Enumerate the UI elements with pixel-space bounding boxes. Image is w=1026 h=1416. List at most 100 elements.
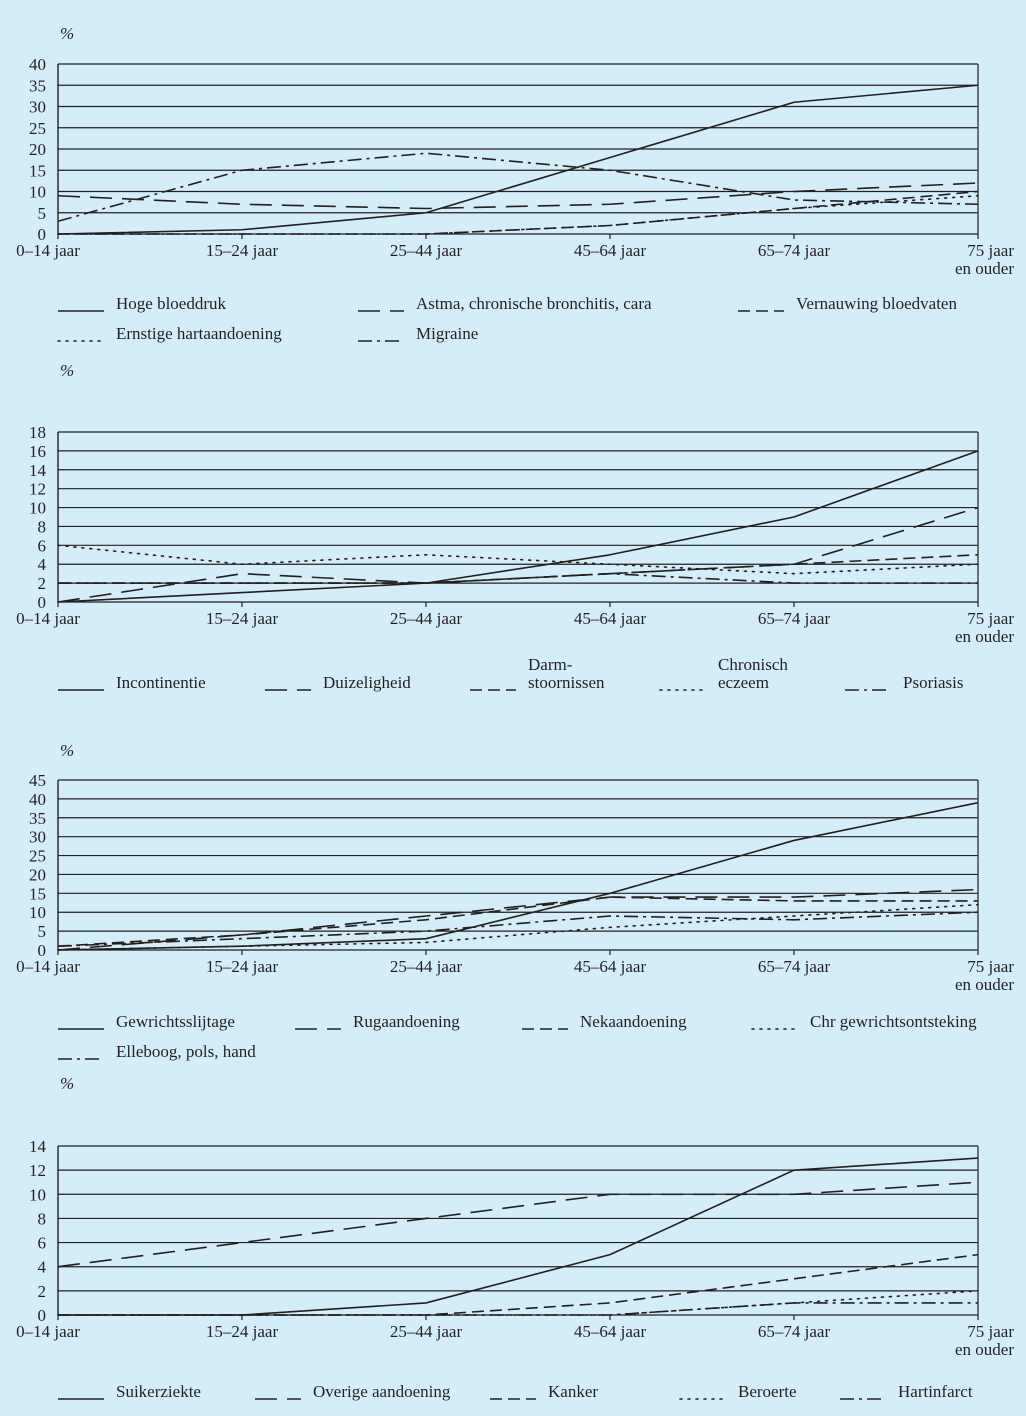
y-tick-label: 35 [29,809,46,828]
x-tick-label: 45–64 jaar [574,241,647,260]
legend-label: Psoriasis [903,673,963,692]
legend-label: Nekaandoening [580,1012,687,1031]
x-tick-label: 25–44 jaar [390,241,463,260]
x-tick-label: 15–24 jaar [206,609,279,628]
series-line-5 [57,911,979,948]
y-tick-label: 15 [29,161,46,180]
x-tick-label: 25–44 jaar [390,957,463,976]
series-line-1 [58,1157,979,1316]
legend-label: Rugaandoening [353,1012,460,1031]
y-tick-label: 0 [38,593,47,612]
series-line-5 [57,152,979,223]
series-line-4 [57,1290,979,1316]
y-tick-label: 18 [29,423,46,442]
x-tick-label: 65–74 jaar [758,957,831,976]
y-tick-label: 40 [29,55,46,74]
y-tick-label: 2 [38,574,47,593]
legend-label: Chronisch eczeem [718,655,788,692]
y-tick-label: 12 [29,1161,46,1180]
y-axis-unit-label: % [60,741,74,760]
series-line-3 [58,1253,979,1316]
x-tick-label: 0–14 jaar [16,957,80,976]
y-tick-label: 30 [29,828,46,847]
series-line-4 [57,194,979,235]
x-tick-label: 25–44 jaar [390,1322,463,1341]
y-tick-label: 25 [29,847,46,866]
chart-1: % 0 5 10 15 20 25 30 35 40 0–14 jaar 15–24 jaar 25–4… [16,24,1014,343]
legend-label: Chr gewrichtsontsteking [810,1012,977,1031]
y-tick-label: 8 [38,1209,47,1228]
x-tick-label: 25–44 jaar [390,609,463,628]
legend-label: Astma, chronische bronchitis, cara [416,294,652,313]
y-tick-label: 10 [29,1185,46,1204]
x-tick-label: 15–24 jaar [206,1322,279,1341]
y-tick-label: 4 [38,1258,47,1277]
y-tick-label: 5 [38,922,47,941]
y-tick-label: 40 [29,790,46,809]
y-tick-label: 10 [29,499,46,518]
y-tick-label: 25 [29,119,46,138]
legend-label: Hartinfarct [898,1382,973,1401]
y-tick-label: 10 [29,183,46,202]
legend-label: Vernauwing bloedvaten [796,294,957,313]
y-tick-label: 16 [29,442,46,461]
series-line-2 [57,888,979,951]
x-tick-label: 45–64 jaar [574,609,647,628]
y-axis-unit-label: % [60,1074,74,1093]
y-tick-label: 20 [29,140,46,159]
legend-label: Elleboog, pols, hand [116,1042,256,1061]
series-line-4 [57,544,979,575]
x-tick-label: 45–64 jaar [574,1322,647,1341]
y-tick-label: 5 [38,204,47,223]
y-tick-label: 10 [29,903,46,922]
series-line-3 [57,896,978,948]
legend-label: Kanker [548,1382,598,1401]
series-line-1 [57,84,979,235]
y-tick-label: 4 [38,555,47,574]
x-tick-label: 65–74 jaar [758,1322,831,1341]
series-line-2 [57,506,979,603]
legend-label: Migraine [416,324,478,343]
x-tick-label: 15–24 jaar [206,957,279,976]
x-tick-label: 0–14 jaar [16,241,80,260]
y-tick-label: 6 [38,1234,47,1253]
x-tick-label: 75 jaar en ouder [955,609,1014,646]
y-tick-label: 2 [38,1282,47,1301]
y-tick-label: 45 [29,771,46,790]
y-tick-label: 8 [38,517,47,536]
x-tick-label: 45–64 jaar [574,957,647,976]
y-tick-label: 0 [38,941,47,960]
legend-label: Darm-stoornissen [528,655,605,692]
series-line-5 [58,1302,978,1316]
y-tick-label: 12 [29,480,46,499]
legend-label: Overige aandoening [313,1382,451,1401]
series-line-2 [57,1181,979,1268]
legend-label: Ernstige hartaandoening [116,324,282,343]
y-tick-label: 15 [29,884,46,903]
legend-label: Hoge bloeddruk [116,294,227,313]
legend-label: Incontinentie [116,673,206,692]
x-tick-label: 0–14 jaar [16,1322,80,1341]
legend-label: Beroerte [738,1382,797,1401]
x-tick-label: 0–14 jaar [16,609,80,628]
series-line-1 [57,801,979,951]
y-axis-unit-label: % [60,24,74,43]
x-tick-label: 65–74 jaar [758,609,831,628]
x-tick-label: 65–74 jaar [758,241,831,260]
x-tick-label: 15–24 jaar [206,241,279,260]
series-line-1 [57,450,979,603]
x-tick-label: 75 jaar en ouder [955,957,1014,994]
x-tick-label: 75 jaar en ouder [955,1322,1014,1359]
y-tick-label: 14 [29,1137,47,1156]
series-line-4 [57,903,979,951]
y-tick-label: 6 [38,536,47,555]
legend-label: Duizeligheid [323,673,411,692]
y-axis-unit-label: % [60,361,74,380]
y-tick-label: 14 [29,461,47,480]
y-tick-label: 0 [38,1306,47,1325]
series-line-5 [58,572,978,584]
y-tick-label: 35 [29,76,46,95]
